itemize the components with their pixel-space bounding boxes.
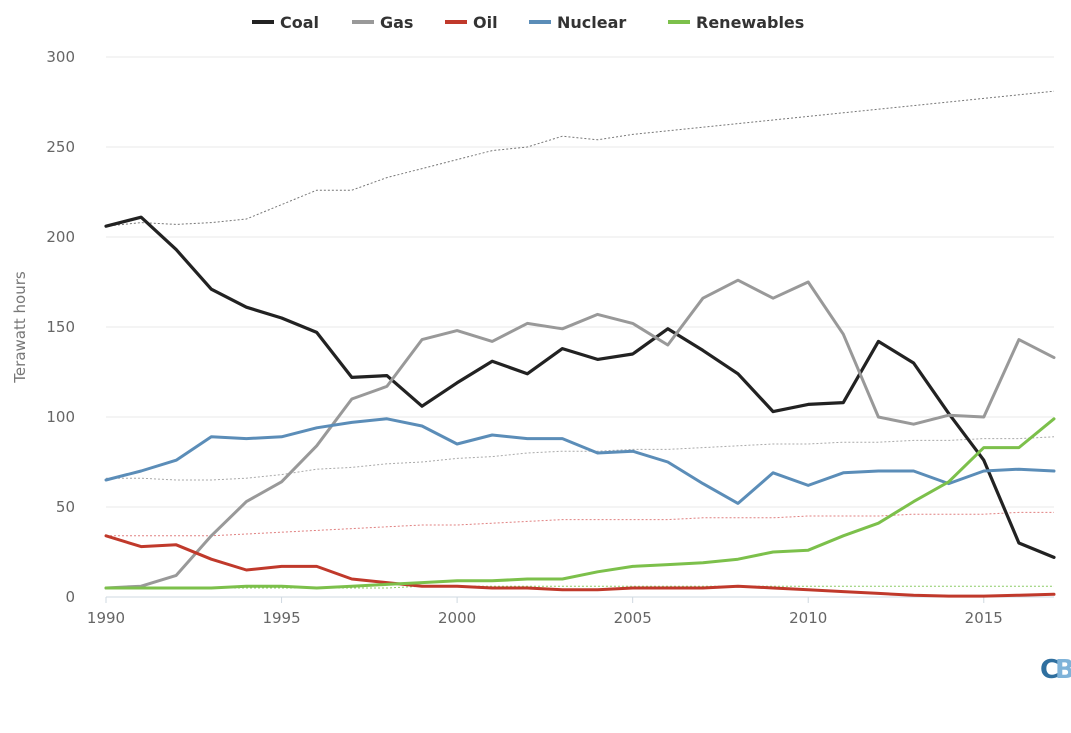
legend: Coal Gas Oil Nuclear Renewables — [252, 13, 804, 32]
x-tick-label: 2015 — [965, 609, 1003, 627]
legend-item-coal: Coal — [252, 13, 319, 32]
x-axis: 1990 1995 2000 2005 2010 2015 — [87, 597, 1003, 627]
legend-item-oil: Oil — [445, 13, 498, 32]
logo-letter-c: C — [1040, 655, 1059, 685]
series-line-nuclear — [104, 417, 1056, 505]
y-tick-label: 250 — [46, 138, 75, 156]
y-tick-label: 300 — [46, 48, 75, 66]
y-tick-label: 0 — [65, 588, 75, 606]
y-axis: 0 50 100 150 200 250 300 — [46, 48, 75, 606]
legend-item-nuclear: Nuclear — [529, 13, 626, 32]
logo-letter-b: B — [1055, 655, 1071, 685]
x-tick-label: 2010 — [789, 609, 827, 627]
x-tick-label: 1995 — [262, 609, 300, 627]
x-tick-label: 2000 — [438, 609, 476, 627]
legend-item-renewables: Renewables — [668, 13, 804, 32]
legend-item-gas: Gas — [352, 13, 413, 32]
legend-label: Renewables — [696, 13, 804, 32]
legend-label: Oil — [473, 13, 498, 32]
series-line-gas — [104, 278, 1056, 590]
y-tick-label: 100 — [46, 408, 75, 426]
carbon-brief-logo: C B — [1040, 655, 1071, 685]
reference-lines — [105, 90, 1055, 589]
reference-line-0 — [105, 90, 1055, 227]
series-line-renewables — [104, 417, 1056, 590]
y-axis-title: Terawatt hours — [11, 271, 29, 384]
series-lines — [104, 215, 1056, 598]
series-line-oil — [104, 534, 1056, 598]
reference-line-1 — [106, 436, 1055, 481]
x-tick-label: 1990 — [87, 609, 125, 627]
series-line-coal — [104, 215, 1056, 560]
legend-label: Gas — [380, 13, 413, 32]
y-tick-label: 150 — [46, 318, 75, 336]
gridlines — [106, 56, 1054, 598]
reference-line-2 — [106, 511, 1054, 537]
reference-line-3 — [106, 585, 1054, 589]
x-tick-label: 2005 — [614, 609, 652, 627]
y-tick-label: 50 — [56, 498, 75, 516]
legend-label: Nuclear — [557, 13, 626, 32]
y-tick-label: 200 — [46, 228, 75, 246]
legend-label: Coal — [280, 13, 319, 32]
